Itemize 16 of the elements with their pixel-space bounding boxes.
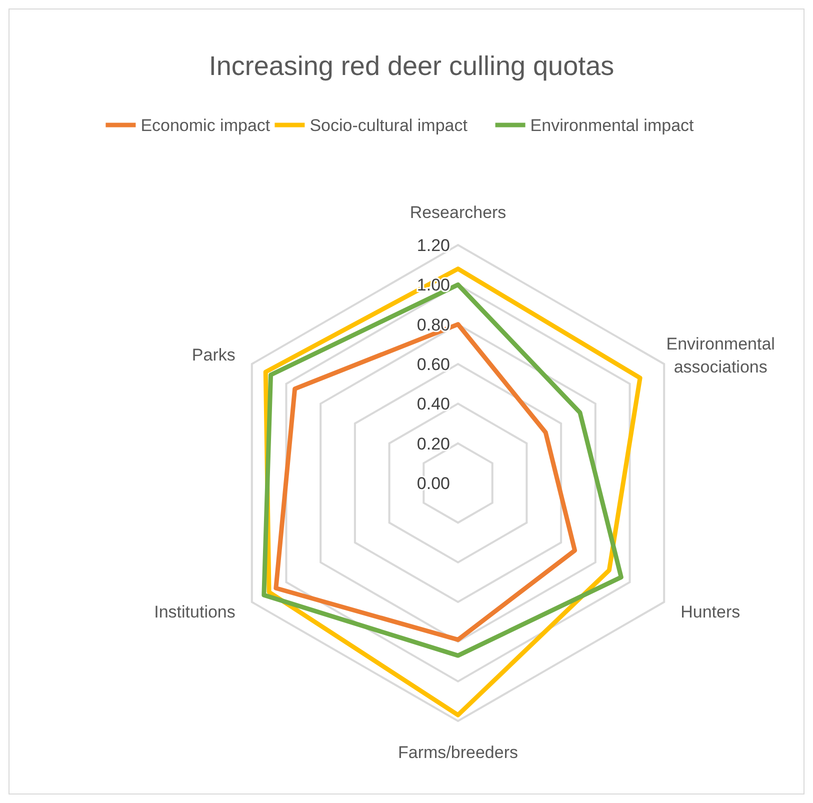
y-tick-label: 0.60 — [416, 355, 450, 374]
legend-label: Environmental impact — [530, 116, 694, 135]
spoke-label: Hunters — [680, 602, 740, 622]
spoke-label: Farms/breeders — [398, 743, 518, 762]
spoke-label: Parks — [192, 345, 236, 364]
y-tick-label: 0.40 — [416, 394, 450, 414]
y-tick-label: 0.20 — [416, 434, 450, 454]
legend-label: Socio-cultural impact — [310, 116, 468, 135]
legend-label: Economic impact — [140, 116, 270, 135]
y-tick-label: 0.00 — [416, 474, 450, 493]
spoke-label: Researchers — [410, 202, 506, 222]
chart-title: Increasing red deer culling quotas — [208, 51, 614, 81]
y-tick-label: 0.80 — [416, 315, 450, 334]
spoke-label: Institutions — [154, 602, 236, 622]
y-tick-label: 1.20 — [416, 236, 450, 255]
spoke-label: Environmental associations — [666, 334, 775, 376]
